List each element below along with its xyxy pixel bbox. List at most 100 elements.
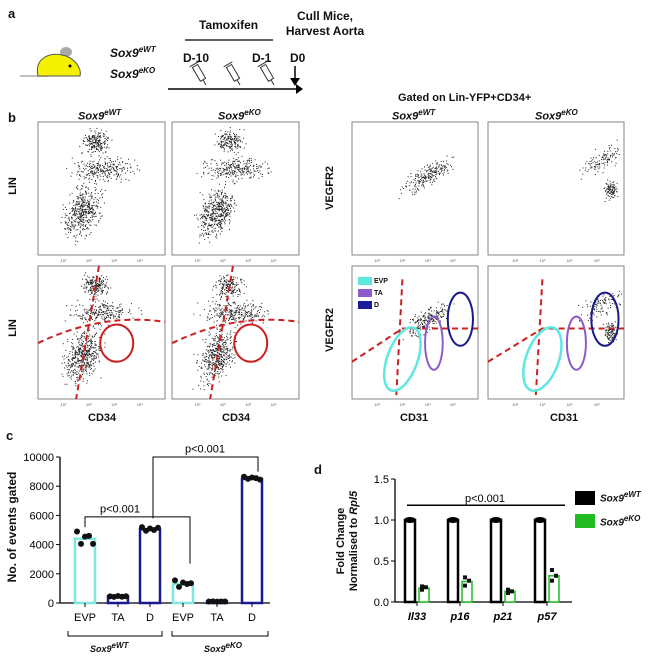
event-dot — [212, 317, 214, 319]
axis-tick-label: 10³ — [512, 402, 518, 407]
event-dot — [104, 318, 106, 320]
event-dot — [107, 166, 109, 168]
event-dot — [98, 349, 100, 351]
event-dot — [612, 336, 614, 338]
event-dot — [617, 296, 619, 298]
event-dot — [262, 320, 264, 322]
event-dot — [201, 213, 203, 215]
event-dot — [235, 311, 237, 313]
event-dot — [607, 153, 609, 155]
event-dot — [251, 313, 253, 315]
event-dot — [98, 220, 100, 222]
event-dot — [221, 331, 223, 333]
event-dot — [116, 166, 118, 168]
event-dot — [225, 375, 227, 377]
event-dot — [605, 333, 607, 335]
event-dot — [235, 133, 237, 135]
event-dot — [414, 322, 416, 324]
event-dot — [249, 314, 251, 316]
event-dot — [608, 148, 610, 150]
event-dot — [250, 303, 252, 305]
event-dot — [445, 166, 447, 168]
event-dot — [239, 168, 241, 170]
event-dot — [66, 305, 68, 307]
event-dot — [206, 361, 208, 363]
event-dot — [97, 221, 99, 223]
event-dot — [71, 345, 73, 347]
event-dot — [88, 349, 90, 351]
data-point — [490, 517, 502, 523]
event-dot — [420, 179, 422, 181]
event-dot — [227, 138, 229, 140]
event-dot — [71, 192, 73, 194]
event-dot — [92, 171, 94, 173]
event-dot — [605, 330, 607, 332]
event-dot — [613, 186, 615, 188]
event-dot — [84, 238, 86, 240]
event-dot — [232, 310, 234, 312]
event-dot — [218, 221, 220, 223]
event-dot — [231, 144, 233, 146]
event-dot — [93, 277, 95, 279]
event-dot — [208, 359, 210, 361]
event-dot — [229, 343, 231, 345]
event-dot — [219, 169, 221, 171]
event-dot — [103, 277, 105, 279]
event-dot — [214, 218, 216, 220]
event-dot — [241, 307, 243, 309]
event-dot — [88, 207, 90, 209]
event-dot — [219, 356, 221, 358]
event-dot — [432, 170, 434, 172]
event-dot — [219, 199, 221, 201]
event-dot — [98, 345, 100, 347]
event-dot — [97, 142, 99, 144]
event-dot — [98, 285, 100, 287]
event-dot — [429, 173, 431, 175]
event-dot — [445, 160, 447, 162]
event-dot — [209, 355, 211, 357]
event-dot — [424, 321, 426, 323]
event-dot — [212, 349, 214, 351]
event-dot — [71, 172, 73, 174]
event-dot — [85, 287, 87, 289]
event-dot — [207, 214, 209, 216]
event-dot — [82, 193, 84, 195]
event-dot — [96, 309, 98, 311]
event-dot — [424, 178, 426, 180]
event-dot — [216, 366, 218, 368]
event-dot — [416, 321, 418, 323]
event-dot — [246, 163, 248, 165]
event-dot — [220, 364, 222, 366]
y-tick-label: 1.5 — [374, 474, 389, 486]
event-dot — [123, 168, 125, 170]
event-dot — [438, 174, 440, 176]
event-dot — [418, 315, 420, 317]
event-dot — [97, 314, 99, 316]
event-dot — [212, 214, 214, 216]
event-dot — [225, 322, 227, 324]
event-dot — [219, 357, 221, 359]
event-dot — [212, 359, 214, 361]
event-dot — [90, 154, 92, 156]
event-dot — [221, 284, 223, 286]
event-dot — [77, 349, 79, 351]
event-dot — [136, 168, 138, 170]
event-dot — [102, 178, 104, 180]
event-dot — [610, 194, 612, 196]
event-dot — [607, 333, 609, 335]
event-dot — [606, 191, 608, 193]
event-dot — [607, 179, 609, 181]
event-dot — [80, 342, 82, 344]
event-dot — [79, 232, 81, 234]
event-dot — [234, 288, 236, 290]
event-dot — [442, 315, 444, 317]
event-dot — [78, 359, 80, 361]
event-dot — [222, 200, 224, 202]
event-dot — [261, 302, 263, 304]
event-dot — [609, 159, 611, 161]
event-dot — [100, 283, 102, 285]
event-dot — [87, 192, 89, 194]
event-dot — [606, 312, 608, 314]
bar-wt — [403, 518, 417, 604]
event-dot — [234, 170, 236, 172]
